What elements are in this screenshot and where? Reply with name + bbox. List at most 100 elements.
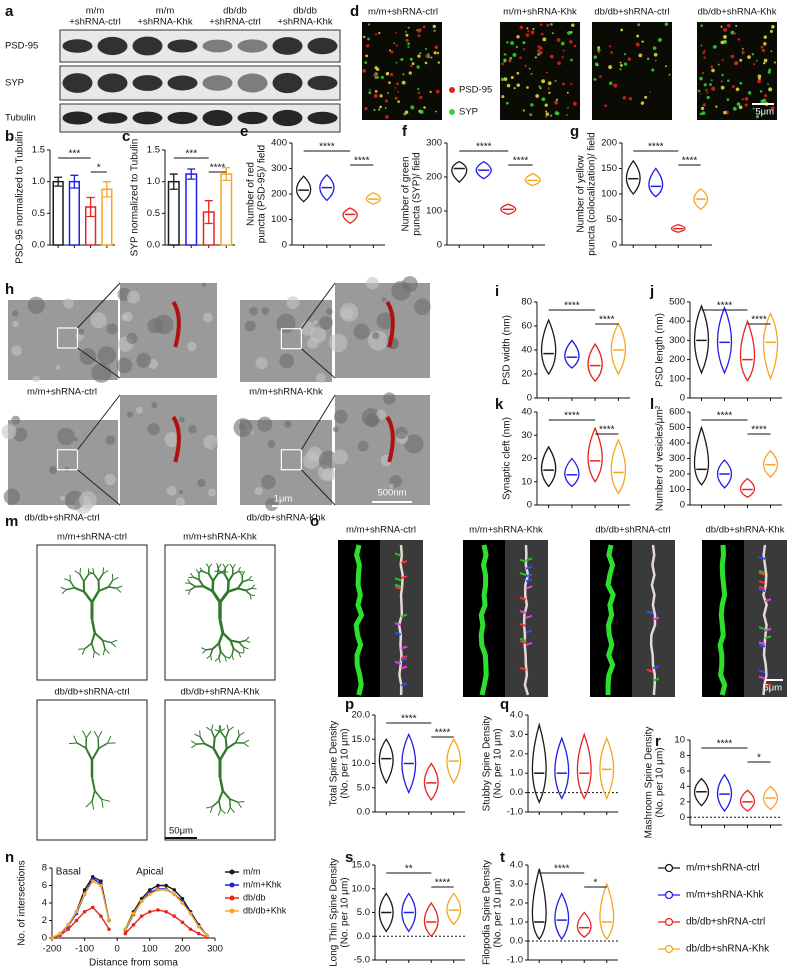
dendrite-branch [231, 648, 235, 656]
dendrite-branch [206, 654, 211, 660]
puncta [636, 34, 640, 38]
spine [646, 610, 654, 615]
dendrite-branch [196, 742, 205, 745]
puncta [408, 71, 412, 75]
dendrite-branch [210, 655, 213, 661]
spine [519, 572, 527, 576]
em-texture [328, 333, 348, 353]
dendrite-branch [69, 580, 76, 589]
puncta [763, 58, 768, 63]
em-texture [357, 440, 369, 452]
dendrite-branch [245, 636, 250, 641]
em-texture [322, 467, 336, 482]
dendrite [353, 544, 365, 696]
dendrite-branch [101, 799, 104, 808]
dendrite-branch [202, 570, 210, 575]
dendrite-branch [208, 563, 213, 568]
blot-band [167, 39, 198, 53]
point [74, 918, 79, 923]
puncta [747, 91, 752, 95]
legend-marker [664, 890, 674, 900]
dendrite-branch [214, 657, 220, 662]
puncta [620, 28, 624, 32]
puncta [735, 87, 740, 92]
puncta [700, 24, 703, 27]
y-tick-label: 150 [601, 163, 617, 174]
dendrite-branch [94, 651, 101, 656]
point [99, 914, 103, 918]
legend-label: db/db+shRNA-Khk [686, 944, 770, 955]
puncta [367, 23, 370, 26]
blot-band [97, 36, 128, 56]
puncta [701, 111, 706, 116]
dendrite-branch [227, 587, 239, 593]
dendrite-branch [98, 586, 109, 592]
dendrite-branch [91, 790, 96, 802]
dendrite-branch [226, 581, 230, 592]
puncta [437, 61, 440, 64]
puncta [422, 25, 426, 29]
y-tick-label: 1.0 [147, 176, 160, 187]
point [148, 888, 152, 892]
puncta [604, 104, 607, 108]
dendrite-branch [211, 590, 222, 604]
violin [739, 789, 756, 812]
x-axis-label: Distance from soma [89, 958, 178, 969]
dendrite-branch [208, 573, 214, 582]
significance-label: **** [435, 728, 451, 739]
em-texture [78, 328, 85, 335]
em-texture [178, 490, 183, 495]
point [172, 892, 177, 897]
significance-label: **** [682, 156, 698, 167]
point [180, 901, 185, 905]
puncta [550, 23, 553, 26]
puncta [388, 81, 391, 85]
y-tick-label: 1.0 [510, 768, 523, 779]
panel-label: r [655, 733, 661, 750]
puncta [593, 78, 597, 81]
dendrite-trace [397, 544, 404, 696]
y-tick-label: 100 [271, 214, 287, 225]
dendrite-branch [92, 567, 95, 575]
spine [400, 645, 408, 650]
puncta [597, 51, 600, 54]
violin [423, 901, 439, 938]
puncta [395, 44, 398, 47]
lane-label: m/m [156, 6, 175, 17]
dendrite-branch [230, 639, 240, 644]
dendrite-branch [210, 730, 216, 739]
em-texture [332, 449, 348, 465]
y-tick-label: 300 [426, 138, 442, 149]
puncta [379, 105, 383, 109]
legend-label: m/m+shRNA-Khk [686, 890, 765, 901]
dendrite-branch [84, 642, 92, 650]
dendrite-branch [97, 730, 103, 739]
lane-label: db/db [223, 6, 247, 17]
em-texture [1, 424, 17, 440]
point [156, 908, 160, 912]
violin [365, 192, 382, 205]
inset-link [77, 394, 121, 451]
puncta [429, 90, 432, 93]
panel-label: d [350, 3, 359, 20]
significance-label: **** [554, 864, 570, 875]
puncta [416, 65, 420, 69]
puncta [508, 59, 512, 63]
puncta [527, 29, 530, 33]
puncta [619, 61, 622, 64]
scale-bar-label: 5μm [755, 107, 774, 118]
y-tick-label: 4.0 [510, 860, 523, 871]
y-tick-label: 0.5 [147, 208, 160, 219]
puncta [500, 77, 505, 82]
violin [451, 160, 468, 183]
legend-label: m/m+shRNA-ctrl [686, 863, 760, 874]
puncta [638, 53, 643, 58]
y-tick-label: 100 [601, 189, 617, 200]
y-tick-label: 6 [42, 880, 47, 891]
point [90, 876, 95, 881]
spine [519, 610, 527, 614]
significance-label: **** [210, 163, 226, 174]
point [139, 914, 144, 918]
y-axis-label: puncta (SYP)/ field [412, 152, 423, 235]
point [196, 924, 201, 929]
